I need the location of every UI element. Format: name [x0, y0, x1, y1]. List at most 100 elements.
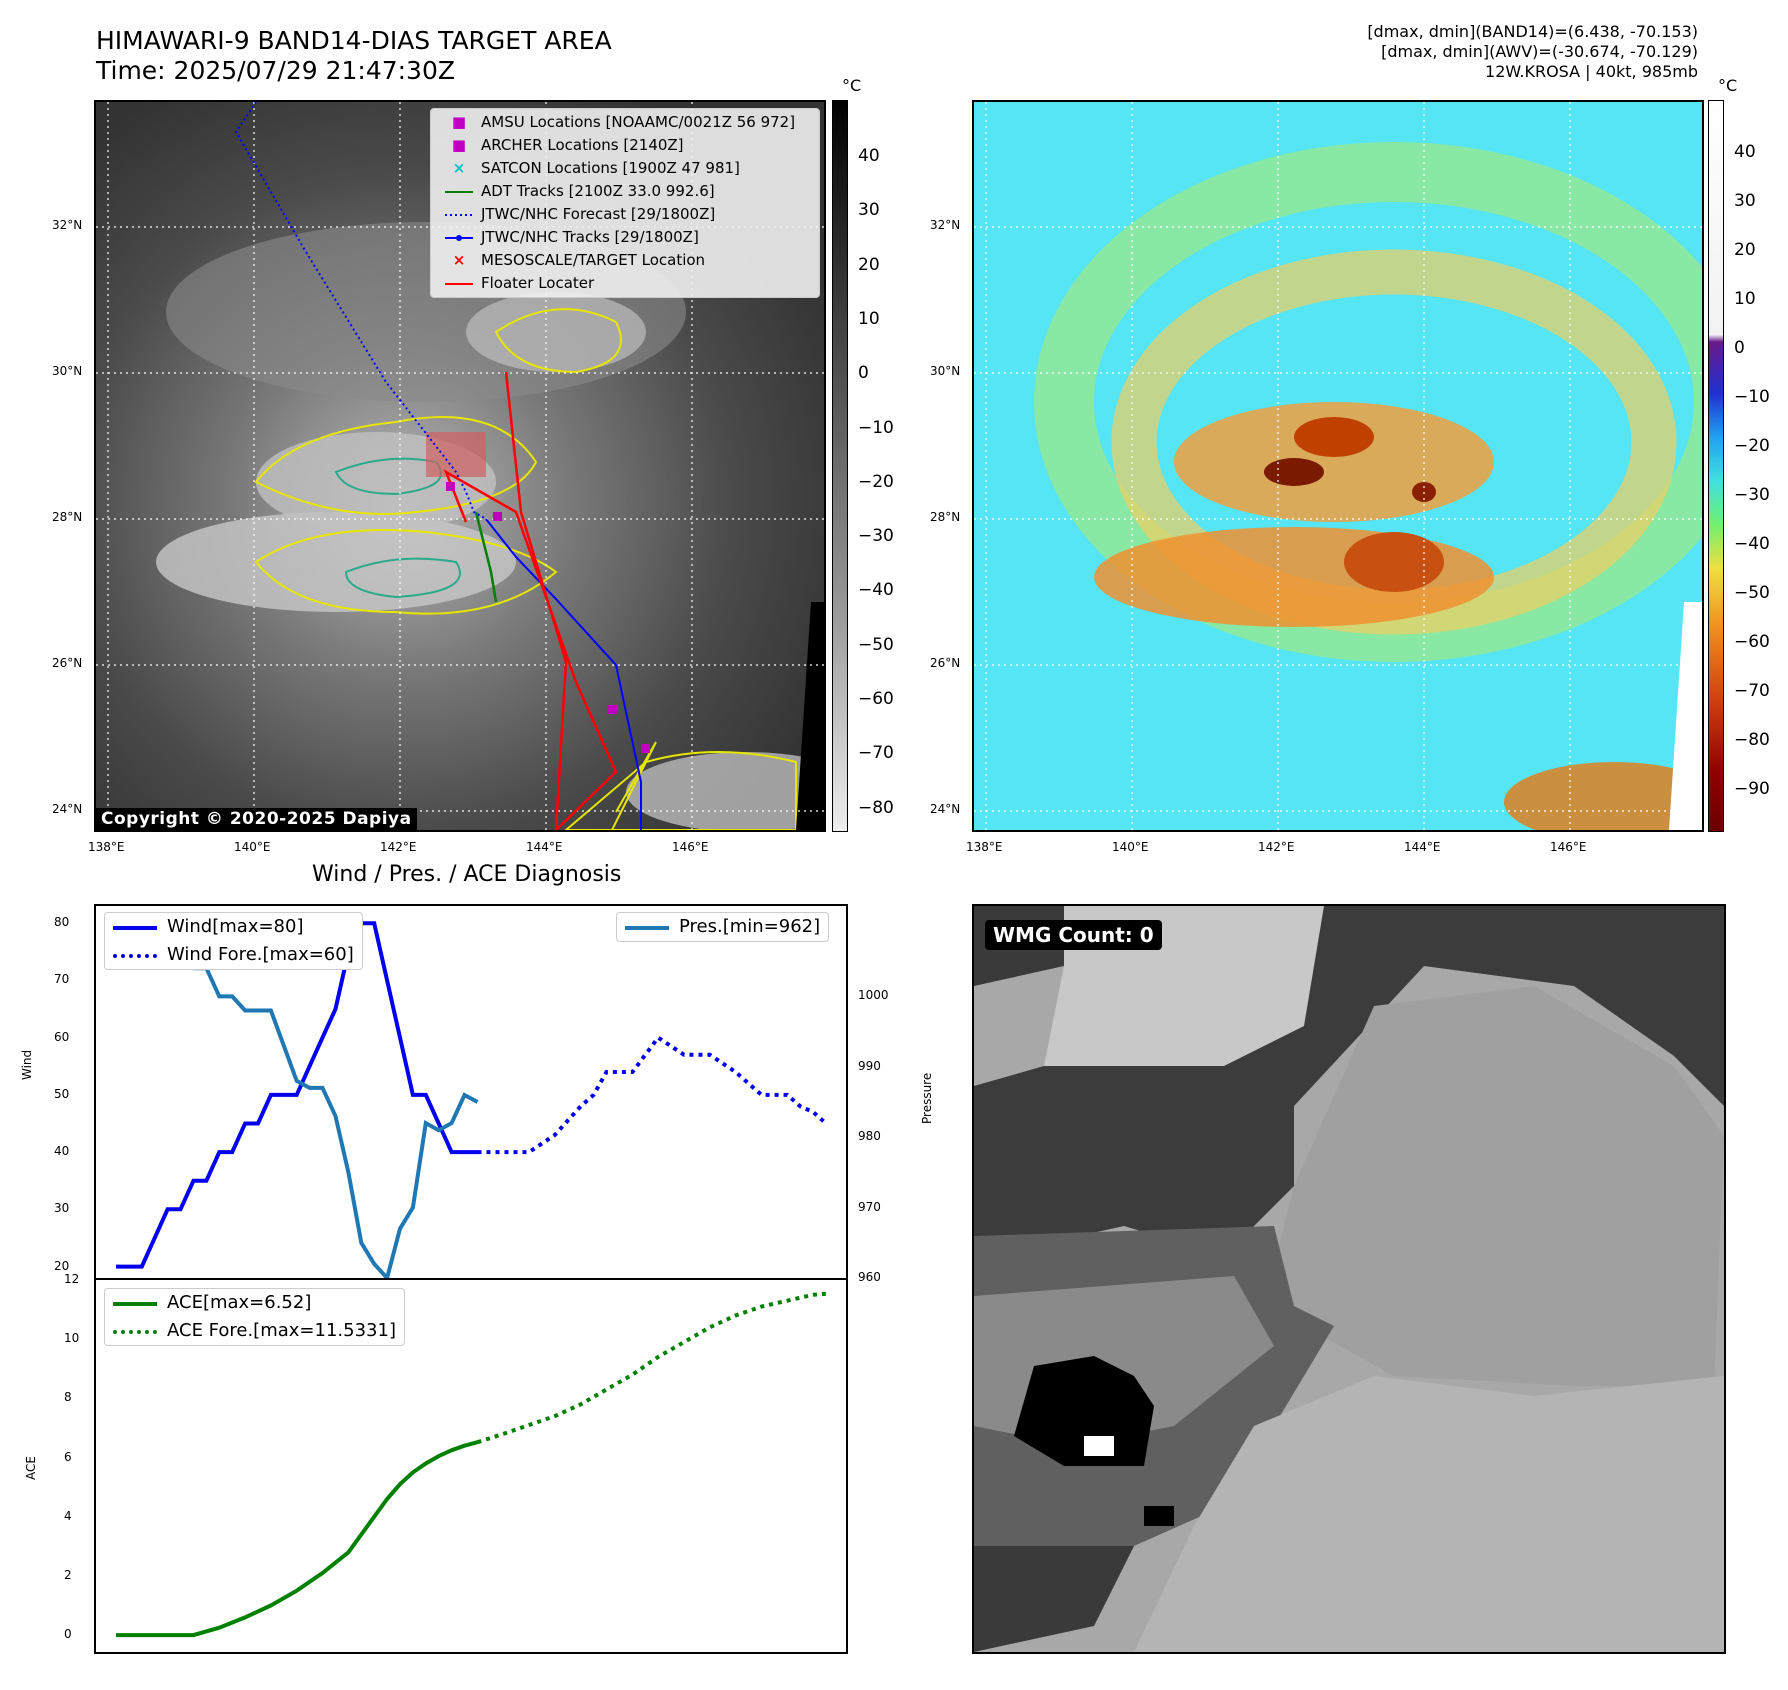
wind-tick: 70: [54, 972, 70, 987]
awv-satellite-map: [972, 100, 1704, 832]
colorbar-tick: 30: [1734, 191, 1756, 211]
colorbar-tick: 40: [858, 146, 880, 166]
colorbar-tick: −60: [1734, 632, 1770, 652]
pressure-legend: Pres.[min=962]: [616, 912, 830, 942]
legend-label: JTWC/NHC Tracks [29/1800Z]: [481, 228, 699, 246]
colorbar-tick: −20: [858, 471, 894, 492]
legend-item-jtwc-tracks: JTWC/NHC Tracks [29/1800Z]: [431, 226, 819, 249]
info-storm: 12W.KROSA | 40kt, 985mb: [1485, 62, 1698, 81]
lon-label: 142°E: [1258, 840, 1295, 854]
wind-tick: 60: [54, 1029, 70, 1044]
pressure-tick: 960: [858, 1270, 881, 1284]
legend-item-satcon: × SATCON Locations [1900Z 47 981]: [452, 159, 740, 177]
colorbar-unit-right: °C: [1718, 76, 1738, 95]
pressure-axis-label: Pressure: [920, 1072, 934, 1124]
lon-label: 138°E: [88, 840, 125, 854]
colorbar-tick: −30: [1734, 485, 1770, 505]
wind-tick: 30: [54, 1201, 70, 1216]
ace-tick: 12: [64, 1272, 80, 1286]
ace-tick: 2: [64, 1567, 72, 1582]
wind-legend: Wind[max=80] Wind Fore.[max=60]: [104, 912, 363, 970]
legend-label: AMSU Locations [NOAAMC/0021Z 56 972]: [481, 113, 796, 131]
ace-legend: ACE[max=6.52] ACE Fore.[max=11.5331]: [104, 1288, 405, 1346]
colorbar-tick: −90: [1734, 779, 1770, 799]
lon-label: 146°E: [672, 840, 709, 854]
ace-tick: 8: [64, 1390, 72, 1405]
colorbar-tick: −70: [1734, 681, 1770, 701]
colorbar-tick: 0: [1734, 338, 1745, 358]
pressure-tick: 970: [858, 1199, 881, 1214]
lat-label: 26°N: [52, 656, 83, 670]
ace-tick: 10: [64, 1331, 80, 1346]
legend-item-mesoscale: × MESOSCALE/TARGET Location: [452, 251, 706, 269]
ir-colorbar: [832, 100, 848, 832]
legend-label: ACE Fore.[max=11.5331]: [167, 1320, 396, 1341]
colorbar-tick: −50: [1734, 583, 1770, 603]
colorbar-tick: 10: [858, 308, 880, 329]
legend-label: Floater Locater: [481, 274, 595, 292]
legend-pressure: Pres.[min=962]: [617, 913, 828, 941]
lon-label: 144°E: [1404, 840, 1441, 854]
colorbar-tick: −20: [1734, 436, 1770, 456]
pressure-tick: 1000: [858, 988, 889, 1003]
lon-label: 140°E: [234, 840, 271, 854]
colorbar-tick: −40: [1734, 534, 1770, 554]
colorbar-tick: 20: [858, 254, 880, 275]
legend-label: Wind[max=80]: [167, 916, 304, 937]
lat-label: 30°N: [52, 364, 83, 378]
colorbar-tick: −80: [858, 797, 894, 818]
colorbar-tick: 0: [858, 363, 869, 384]
map-legend: ■ AMSU Locations [NOAAMC/0021Z 56 972] ■ A…: [430, 108, 820, 298]
ace-plot: [116, 1291, 827, 1638]
lon-label: 144°E: [526, 840, 563, 854]
colorbar-tick: −50: [858, 634, 894, 655]
ace-tick: 6: [64, 1449, 72, 1464]
legend-label: JTWC/NHC Forecast [29/1800Z]: [481, 205, 716, 223]
info-awv: [dmax, dmin](AWV)=(-30.674, -70.129): [1381, 42, 1698, 61]
figure-time: Time: 2025/07/29 21:47:30Z: [96, 56, 455, 85]
info-band14: [dmax, dmin](BAND14)=(6.438, -70.153): [1367, 22, 1698, 41]
ace-tick: 0: [64, 1627, 72, 1642]
ace-axis-label: ACE: [24, 1456, 38, 1480]
lat-label: 24°N: [930, 802, 961, 816]
ace-line-1: [476, 1291, 827, 1445]
lat-label: 26°N: [930, 656, 961, 670]
lon-label: 146°E: [1550, 840, 1587, 854]
lon-label: 142°E: [380, 840, 417, 854]
legend-ace-forecast: ACE Fore.[max=11.5331]: [105, 1317, 404, 1345]
legend-label: ADT Tracks [2100Z 33.0 992.6]: [481, 182, 715, 200]
legend-label: MESOSCALE/TARGET Location: [481, 251, 706, 269]
colorbar-tick: −30: [858, 526, 894, 547]
series-line-0: [116, 921, 478, 1269]
legend-wind: Wind[max=80]: [105, 913, 362, 941]
colorbar-tick: −10: [1734, 387, 1770, 407]
series-line-2: [116, 938, 479, 1283]
colorbar-tick: 40: [1734, 142, 1756, 162]
wind-tick: 80: [54, 915, 70, 930]
lon-label: 140°E: [1112, 840, 1149, 854]
legend-label: ACE[max=6.52]: [167, 1292, 312, 1313]
wind-tick: 40: [54, 1144, 70, 1159]
legend-item-floater: Floater Locater: [431, 272, 819, 295]
wmg-pixel-image: [974, 906, 1724, 1652]
legend-item-jtwc-forecast: JTWC/NHC Forecast [29/1800Z]: [431, 203, 819, 226]
lon-label: 138°E: [966, 840, 1003, 854]
ace-tick: 4: [64, 1508, 72, 1523]
colorbar-tick: −40: [858, 580, 894, 601]
wmg-count-badge: WMG Count: 0: [985, 920, 1162, 950]
wmg-panel: [972, 904, 1726, 1654]
pressure-tick: 990: [858, 1058, 881, 1073]
legend-wind-forecast: Wind Fore.[max=60]: [105, 941, 362, 969]
lat-label: 24°N: [52, 802, 83, 816]
colorbar-tick: 20: [1734, 240, 1756, 260]
lat-label: 32°N: [52, 218, 83, 232]
lat-label: 28°N: [930, 510, 961, 524]
lat-label: 28°N: [52, 510, 83, 524]
series-line-1: [477, 1034, 828, 1155]
copyright-label: Copyright © 2020-2025 Dapiya: [96, 808, 417, 830]
legend-label: Pres.[min=962]: [679, 916, 821, 937]
colorbar-tick: 30: [858, 200, 880, 221]
colorbar-tick: 10: [1734, 289, 1756, 309]
colorbar-tick: −70: [858, 743, 894, 764]
lat-label: 32°N: [930, 218, 961, 232]
